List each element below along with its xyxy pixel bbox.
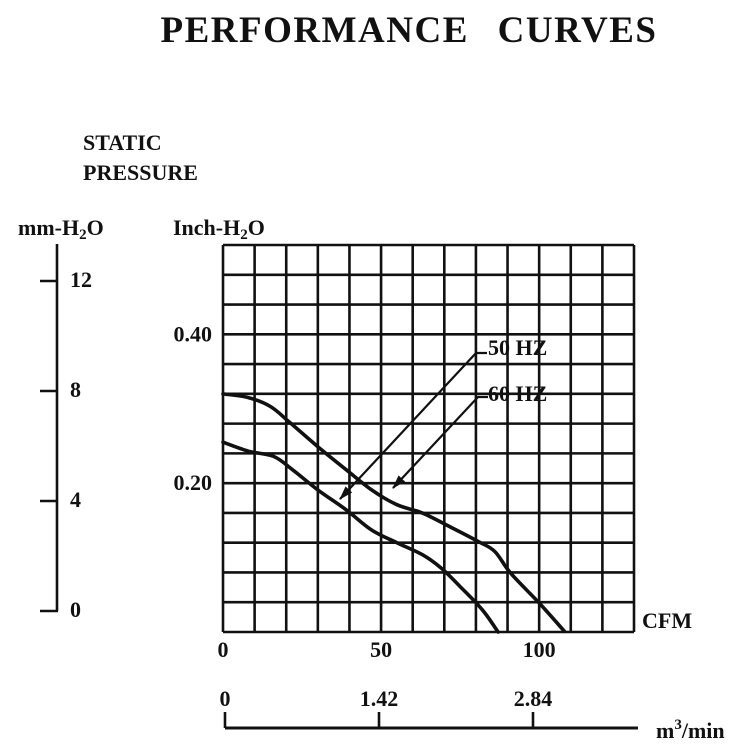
cfm-unit-label: CFM [642,608,692,633]
series-arrow-60hz [392,395,488,489]
mm-h2o-axis-title: mm-H2O [18,215,104,243]
inch-h2o-axis-title-subscript: 2 [240,227,248,243]
inch-h2o-axis-title: Inch-H2O [173,215,265,243]
inch-h2o-axis-title-text2: O [248,215,265,240]
mm-h2o-axis-title-text2: O [87,215,104,240]
inch-h2o-tick-label-0.20: 0.20 [174,470,213,495]
series-annotations: 50 HZ 60 HZ [339,335,547,500]
m3min-unit-text: m [656,718,674,743]
m3min-ruler [223,712,638,730]
mm-h2o-axis-title-text: mm-H [18,215,79,240]
static-pressure-label: STATIC PRESSURE [83,130,198,185]
m3min-unit-label: m3/min [656,717,725,743]
cfm-tick-label-50: 50 [370,637,392,662]
inch-h2o-axis-title-text: Inch-H [173,215,240,240]
mm-h2o-axis-title-subscript: 2 [79,227,87,243]
curve-60hz [221,392,567,634]
mm-h2o-tick-label-4: 4 [70,487,81,512]
inch-h2o-tick-label-0.40: 0.40 [174,321,213,346]
plot-grid [221,243,636,634]
static-pressure-line2: PRESSURE [83,160,198,185]
m3min-tick-label-1.42: 1.42 [360,686,399,711]
curve-50hz [221,440,500,634]
mm-h2o-ruler [40,244,59,613]
cfm-tick-label-0: 0 [218,637,229,662]
m3min-unit-superscript: 3 [674,717,682,733]
static-pressure-line1: STATIC [83,130,162,155]
series-arrow-50hz [339,351,487,500]
performance-curves [221,392,567,634]
chart-title: PERFORMANCE CURVES [161,10,658,51]
mm-h2o-tick-label-8: 8 [70,377,81,402]
m3min-tick-label-2.84: 2.84 [514,686,553,711]
m3min-unit-text2: /min [681,718,725,743]
m3min-tick-label-0: 0 [220,686,231,711]
mm-h2o-tick-label-0: 0 [70,597,81,622]
axis-tick-labels: 12 8 4 0 0 1.42 2.84 0 50 100 0.40 0.20 [70,267,556,711]
series-label-50hz: 50 HZ [488,335,547,360]
series-label-60hz: 60 HZ [488,381,547,406]
cfm-tick-label-100: 100 [523,637,556,662]
mm-h2o-tick-label-12: 12 [70,267,92,292]
